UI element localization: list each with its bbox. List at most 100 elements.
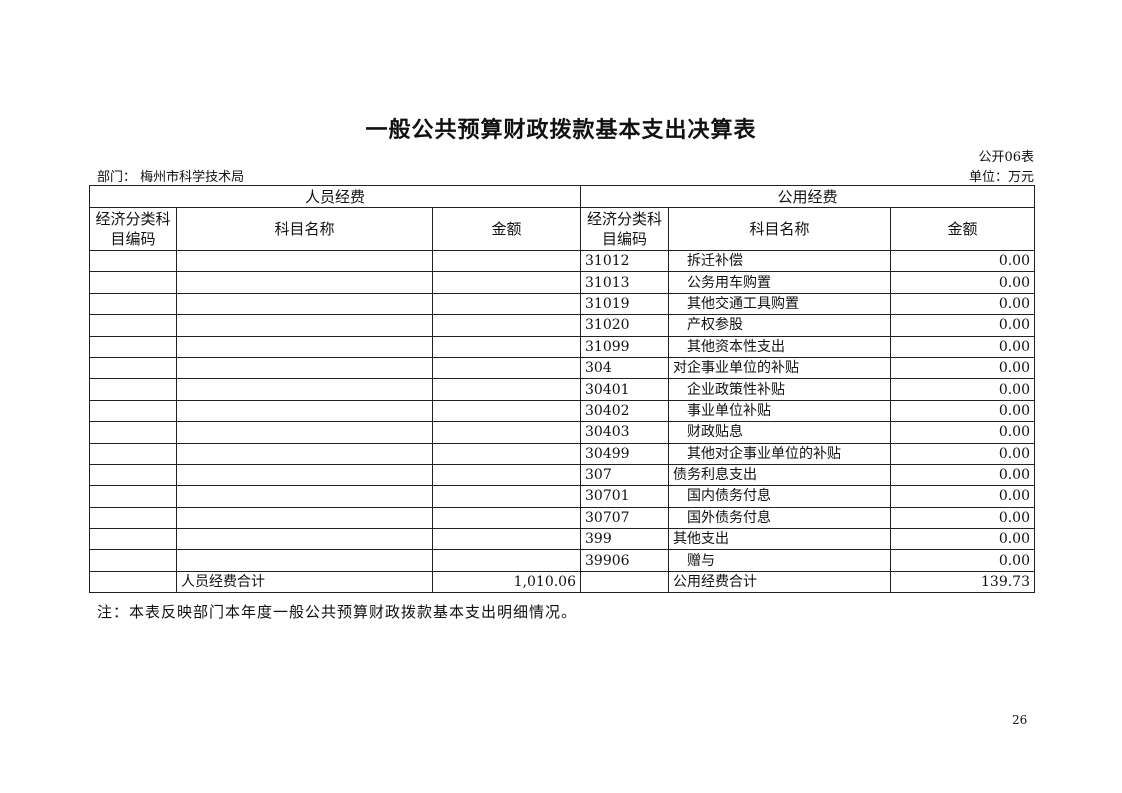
table-row: 31019 其他交通工具购置 0.00: [89, 292, 1035, 316]
column-header-row: 经济分类科目编码 科目名称 金额 经济分类科目编码 科目名称 金额: [89, 207, 1035, 251]
cell-name: 财政贴息: [668, 421, 891, 444]
cell-name: 国外债务付息: [668, 506, 891, 530]
cell-code: 39906: [580, 549, 669, 572]
table-row: 30499 其他对企事业单位的补贴 0.00: [89, 442, 1035, 465]
cell-code: 30707: [580, 506, 669, 530]
table-row: 304 对企事业单位的补贴 0.00: [89, 356, 1035, 380]
cell-amount: 0.00: [890, 271, 1035, 294]
page-number: 26: [1012, 713, 1028, 727]
cell-code: 304: [580, 356, 669, 380]
cell-name: 其他对企事业单位的补贴: [668, 442, 891, 465]
table-row: 31012 拆迁补偿 0.00: [89, 249, 1035, 273]
unit-label: 单位：万元: [968, 170, 1034, 185]
empty-cell: [176, 528, 433, 551]
empty-cell: [89, 335, 177, 358]
col-header-name: 科目名称: [176, 207, 433, 251]
cell-code: 31013: [580, 271, 669, 294]
cell-code: 307: [580, 463, 669, 487]
empty-cell: [432, 271, 581, 294]
table-row: 30401 企业政策性补贴 0.00: [89, 378, 1035, 401]
empty-cell: [176, 271, 433, 294]
table-number: 公开06表: [978, 150, 1034, 165]
col-header-amount: 金额: [890, 207, 1035, 251]
personnel-total-amount: 1,010.06: [432, 570, 581, 594]
cell-name: 拆迁补偿: [668, 249, 891, 273]
personnel-total-label: 人员经费合计: [176, 570, 433, 594]
empty-cell: [432, 399, 581, 423]
empty-cell: [176, 463, 433, 487]
cell-amount: 0.00: [890, 421, 1035, 444]
page-title: 一般公共预算财政拨款基本支出决算表: [365, 117, 757, 143]
cell-name: 企业政策性补贴: [668, 378, 891, 401]
empty-cell: [89, 314, 177, 337]
cell-amount: 0.00: [890, 292, 1035, 316]
cell-name: 债务利息支出: [668, 463, 891, 487]
table-row: 31020 产权参股 0.00: [89, 314, 1035, 337]
cell-amount: 0.00: [890, 485, 1035, 508]
cell-name: 其他支出: [668, 528, 891, 551]
empty-cell: [176, 506, 433, 530]
empty-cell: [432, 549, 581, 572]
empty-cell: [176, 292, 433, 316]
empty-cell: [176, 399, 433, 423]
cell-name: 对企事业单位的补贴: [668, 356, 891, 380]
expenditure-table: 人员经费 公用经费 经济分类科目编码 科目名称 金额 经济分类科目编码 科目名称…: [89, 185, 1035, 594]
empty-cell: [89, 378, 177, 401]
empty-cell: [432, 314, 581, 337]
empty-cell: [176, 485, 433, 508]
empty-cell: [176, 314, 433, 337]
cell-name: 赠与: [668, 549, 891, 572]
empty-cell: [432, 506, 581, 530]
cell-code: 30701: [580, 485, 669, 508]
cell-name: 公务用车购置: [668, 271, 891, 294]
table-row: 31099 其他资本性支出 0.00: [89, 335, 1035, 358]
col-header-code: 经济分类科目编码: [580, 207, 669, 251]
empty-cell: [89, 399, 177, 423]
empty-cell: [89, 549, 177, 572]
cell-amount: 0.00: [890, 506, 1035, 530]
cell-amount: 0.00: [890, 463, 1035, 487]
empty-cell: [176, 378, 433, 401]
cell-code: 30403: [580, 421, 669, 444]
empty-cell: [89, 292, 177, 316]
col-header-code: 经济分类科目编码: [89, 207, 177, 251]
cell-code: 31099: [580, 335, 669, 358]
cell-amount: 0.00: [890, 528, 1035, 551]
footnote: 注：本表反映部门本年度一般公共预算财政拨款基本支出明细情况。: [97, 603, 578, 621]
cell-code: 31012: [580, 249, 669, 273]
empty-cell: [89, 442, 177, 465]
table-row: 307 债务利息支出 0.00: [89, 463, 1035, 487]
empty-cell: [89, 356, 177, 380]
table-row: 30707 国外债务付息 0.00: [89, 506, 1035, 530]
table-row: 39906 赠与 0.00: [89, 549, 1035, 572]
empty-cell: [432, 485, 581, 508]
empty-cell: [432, 356, 581, 380]
cell-amount: 0.00: [890, 314, 1035, 337]
empty-cell: [432, 292, 581, 316]
empty-cell: [432, 335, 581, 358]
table-row: 30701 国内债务付息 0.00: [89, 485, 1035, 508]
empty-cell: [432, 463, 581, 487]
cell-code: 399: [580, 528, 669, 551]
cell-amount: 0.00: [890, 335, 1035, 358]
empty-cell: [89, 528, 177, 551]
empty-cell: [89, 421, 177, 444]
cell-code: 31019: [580, 292, 669, 316]
cell-code: 30402: [580, 399, 669, 423]
cell-name: 其他交通工具购置: [668, 292, 891, 316]
cell-amount: 0.00: [890, 442, 1035, 465]
cell-amount: 0.00: [890, 549, 1035, 572]
cell-amount: 0.00: [890, 399, 1035, 423]
empty-cell: [432, 249, 581, 273]
cell-name: 其他资本性支出: [668, 335, 891, 358]
empty-cell: [89, 249, 177, 273]
empty-cell: [176, 335, 433, 358]
empty-cell: [176, 249, 433, 273]
empty-cell: [89, 485, 177, 508]
table-row: 31013 公务用车购置 0.00: [89, 271, 1035, 294]
table-row: 30402 事业单位补贴 0.00: [89, 399, 1035, 423]
cell-code: 31020: [580, 314, 669, 337]
empty-cell: [89, 506, 177, 530]
empty-cell: [89, 463, 177, 487]
empty-cell: [176, 421, 433, 444]
